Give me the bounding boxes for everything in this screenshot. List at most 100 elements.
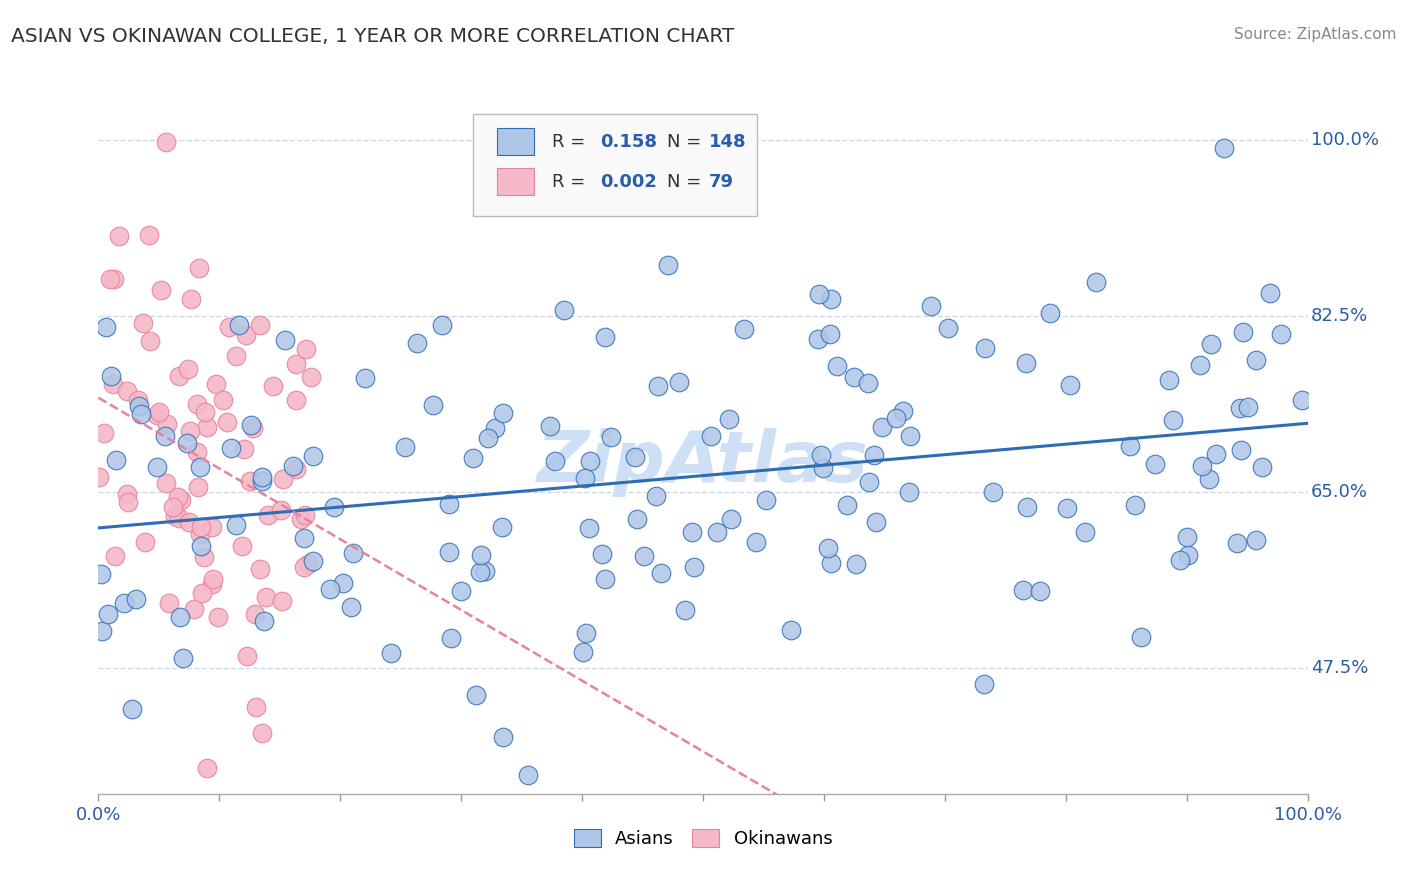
Point: [807, 332, 830, 346]
Point: [818, 327, 841, 342]
Point: [271, 472, 294, 486]
Point: [87, 470, 110, 484]
Point: [281, 458, 304, 473]
Point: [90, 566, 112, 581]
Point: [1039, 306, 1062, 320]
Point: [262, 378, 284, 392]
Point: [250, 469, 273, 483]
Point: [167, 510, 190, 524]
Point: [121, 702, 143, 716]
Point: [217, 415, 239, 429]
Text: R =: R =: [551, 133, 585, 151]
Point: [405, 335, 427, 350]
Point: [103, 272, 125, 286]
Point: [153, 428, 176, 442]
Text: N =: N =: [666, 133, 702, 151]
Point: [468, 565, 491, 579]
Point: [858, 475, 880, 489]
Point: [177, 361, 200, 376]
Point: [179, 424, 201, 438]
Point: [322, 500, 344, 514]
Point: [1074, 524, 1097, 539]
Point: [233, 442, 256, 456]
Point: [212, 393, 235, 408]
Point: [572, 645, 595, 659]
Point: [492, 730, 515, 744]
Point: [645, 489, 668, 503]
FancyBboxPatch shape: [474, 114, 758, 216]
Point: [112, 597, 135, 611]
Point: [574, 626, 596, 640]
Point: [319, 582, 342, 597]
Point: [250, 474, 273, 488]
Point: [354, 371, 377, 385]
Point: [394, 441, 416, 455]
Point: [125, 591, 148, 606]
Point: [134, 535, 156, 549]
Point: [1015, 356, 1038, 370]
Point: [657, 258, 679, 272]
Point: [129, 407, 152, 421]
Point: [647, 379, 669, 393]
Point: [595, 572, 617, 586]
Point: [820, 556, 842, 570]
Point: [1028, 583, 1050, 598]
Point: [477, 430, 499, 444]
Point: [270, 502, 292, 516]
Point: [207, 609, 229, 624]
Point: [169, 368, 191, 383]
Point: [845, 558, 868, 572]
Point: [779, 624, 801, 638]
Point: [484, 421, 506, 435]
Point: [1130, 630, 1153, 644]
Point: [898, 429, 921, 443]
Point: [239, 474, 262, 488]
Point: [1199, 337, 1222, 351]
Point: [236, 648, 259, 663]
Point: [578, 521, 600, 535]
Point: [105, 453, 128, 467]
Point: [492, 407, 515, 421]
Point: [94, 320, 117, 334]
Point: [177, 515, 200, 529]
Point: [117, 384, 139, 398]
Point: [128, 400, 150, 414]
Point: [180, 292, 202, 306]
Text: 0.158: 0.158: [600, 133, 657, 151]
Text: 65.0%: 65.0%: [1312, 483, 1368, 501]
Point: [973, 342, 995, 356]
Point: [146, 409, 169, 423]
Point: [626, 512, 648, 526]
Point: [218, 320, 240, 334]
Point: [284, 393, 307, 408]
Point: [837, 499, 859, 513]
Point: [884, 411, 907, 425]
Point: [188, 526, 211, 541]
Point: [201, 520, 224, 534]
Point: [155, 476, 177, 491]
Point: [591, 547, 613, 561]
Point: [706, 525, 728, 540]
Point: [225, 517, 247, 532]
Point: [813, 461, 835, 475]
Point: [285, 462, 308, 476]
Text: N =: N =: [666, 173, 702, 191]
Point: [270, 594, 292, 608]
Text: 100.0%: 100.0%: [1312, 130, 1379, 149]
Point: [1175, 531, 1198, 545]
Point: [97, 607, 120, 622]
Point: [100, 369, 122, 384]
Text: Source: ZipAtlas.com: Source: ZipAtlas.com: [1233, 27, 1396, 42]
Point: [920, 299, 942, 313]
Point: [1198, 472, 1220, 486]
Text: R =: R =: [551, 173, 585, 191]
Point: [235, 328, 257, 343]
Point: [720, 512, 742, 526]
Point: [593, 330, 616, 344]
Point: [538, 418, 561, 433]
Point: [295, 342, 318, 356]
Point: [302, 449, 325, 463]
Point: [1056, 500, 1078, 515]
Point: [339, 600, 361, 615]
Point: [1236, 400, 1258, 414]
